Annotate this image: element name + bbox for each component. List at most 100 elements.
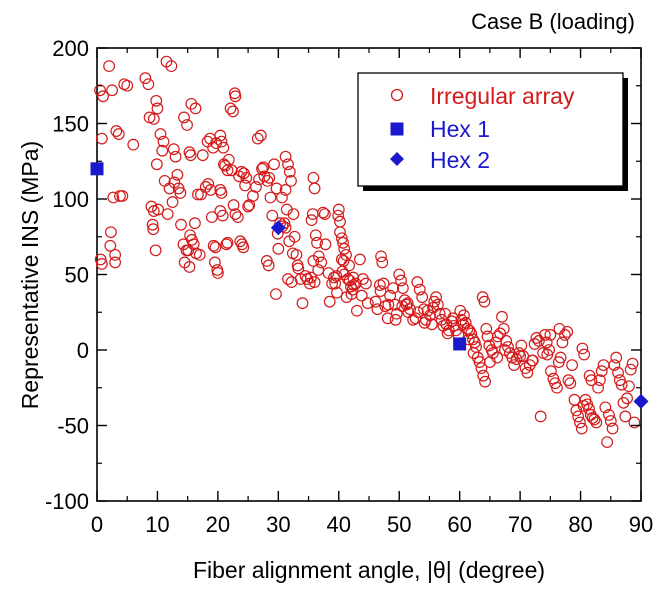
data-point-irregular [207, 239, 220, 252]
data-point-irregular [457, 318, 470, 331]
data-point-irregular [127, 138, 140, 151]
data-point-irregular [483, 356, 496, 368]
data-point-irregular [204, 184, 217, 196]
data-point-irregular [247, 190, 259, 202]
y-tick-label: 50 [65, 263, 89, 288]
data-point-irregular [337, 236, 349, 249]
data-point-irregular [416, 291, 429, 304]
x-tick-label: 80 [568, 512, 592, 537]
data-point-irregular [185, 97, 198, 110]
data-point-irregular [540, 336, 553, 349]
data-point-irregular [538, 329, 551, 341]
data-point-irregular [575, 422, 588, 435]
data-point-irregular [396, 300, 409, 313]
data-point-irregular [110, 125, 123, 137]
data-point-irregular [215, 187, 228, 199]
data-point-irregular [433, 307, 446, 320]
data-point-irregular [95, 258, 108, 270]
data-point-irregular [623, 380, 635, 393]
data-point-irregular [107, 191, 120, 204]
data-point-irregular [149, 244, 162, 257]
data-point-irregular [590, 416, 603, 429]
data-point-irregular [161, 208, 174, 221]
data-point-hex1 [90, 162, 104, 176]
data-point-irregular [323, 295, 336, 308]
data-point-irregular [262, 259, 275, 272]
data-point-irregular [142, 78, 155, 91]
data-point-irregular [530, 332, 543, 344]
data-point-irregular [174, 187, 187, 199]
data-point-irregular [355, 289, 368, 302]
data-point-irregular [459, 316, 472, 329]
y-tick-label: 100 [52, 187, 89, 212]
data-point-irregular [393, 268, 406, 281]
y-tick-label: -50 [57, 414, 89, 439]
data-point-irregular [610, 351, 623, 364]
data-point-irregular [283, 235, 296, 248]
data-point-irregular [558, 329, 571, 341]
x-axis-title: Fiber alignment angle, |θ| (degree) [193, 557, 545, 583]
data-point-irregular [261, 174, 274, 187]
y-axis-title: Representative INS (MPa) [17, 141, 43, 409]
data-point-irregular [496, 310, 508, 323]
data-point-irregular [566, 359, 578, 372]
points-layer [90, 55, 649, 449]
legend-label-hex2: Hex 2 [430, 147, 490, 173]
data-point-irregular [475, 362, 488, 375]
plot-area: 0 10 20 30 40 50 60 70 80 90 -100 -50 0 50 100 150 200 [45, 36, 653, 537]
data-point-irregular [330, 270, 343, 282]
data-point-irregular [112, 128, 125, 140]
x-tick-label: 10 [145, 512, 169, 537]
data-point-irregular [553, 322, 566, 335]
data-point-irregular [151, 102, 164, 115]
data-point-irregular [104, 239, 117, 252]
y-tick-label: 0 [77, 338, 89, 363]
data-point-irregular [340, 291, 353, 304]
data-point-irregular [576, 342, 589, 355]
data-point-irregular [294, 273, 307, 285]
data-point-irregular [221, 236, 234, 249]
data-point-irregular [184, 149, 197, 162]
data-point-irregular [457, 309, 470, 322]
data-point-irregular [287, 208, 300, 221]
data-point-irregular [601, 436, 614, 449]
y-tick-label: 200 [52, 36, 89, 61]
data-point-irregular [167, 143, 180, 156]
data-point-irregular [231, 211, 244, 224]
data-point-irregular [97, 90, 109, 103]
data-point-irregular [183, 261, 196, 273]
data-point-irregular [332, 209, 345, 222]
data-point-irregular [593, 374, 606, 387]
data-point-irregular [597, 359, 610, 372]
data-point-hex2 [633, 393, 649, 409]
data-point-irregular [499, 344, 511, 356]
chart-title: Case B (loading) [471, 9, 635, 34]
data-point-irregular [338, 242, 351, 255]
y-tick-label: -100 [45, 489, 89, 514]
data-point-irregular [334, 226, 346, 239]
data-point-irregular [561, 325, 574, 338]
data-point-irregular [556, 336, 569, 349]
data-point-irregular [603, 409, 615, 421]
ticks-layer: 0 10 20 30 40 50 60 70 80 90 -100 -50 0 50 100 150 200 [45, 36, 653, 537]
x-tick-label: 30 [266, 512, 290, 537]
data-point-irregular [480, 322, 493, 335]
data-point-irregular [150, 158, 163, 171]
data-point-irregular [354, 253, 366, 266]
data-point-hex1 [453, 337, 467, 351]
data-point-irregular [599, 401, 612, 414]
data-point-irregular [564, 377, 577, 390]
data-point-irregular [106, 84, 119, 97]
data-point-irregular [604, 415, 617, 427]
data-point-irregular [103, 60, 115, 73]
data-point-irregular [237, 241, 250, 254]
data-point-irregular [208, 256, 221, 269]
data-point-irregular [254, 129, 267, 142]
data-point-irregular [165, 60, 178, 73]
data-point-irregular [375, 250, 387, 263]
data-point-irregular [305, 214, 318, 227]
data-point-irregular [347, 271, 360, 284]
data-point-irregular [615, 378, 628, 391]
data-point-irregular [545, 365, 557, 378]
data-point-irregular [193, 248, 206, 261]
